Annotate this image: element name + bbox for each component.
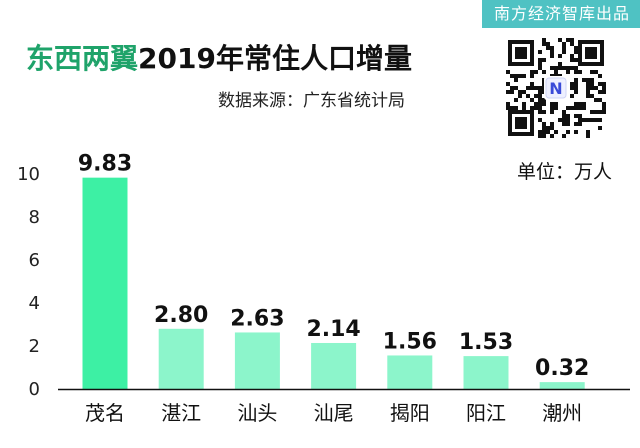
unit-label: 单位：万人 [516,161,612,183]
category-labels: 茂名 湛江 汕头 汕尾 揭阳 阳江 潮州 [85,401,582,425]
qr-code: N [504,36,608,140]
category-label: 湛江 [161,401,201,425]
category-label: 揭阳 [390,401,430,425]
bar-value-label: 2.63 [230,306,284,331]
category-label: 潮州 [542,401,582,425]
bar [234,332,280,389]
bar-value-label: 1.56 [383,329,437,354]
bar-value-label: 1.53 [459,330,513,355]
value-labels: 9.83 2.80 2.63 2.14 1.56 1.53 0.32 [78,152,589,381]
y-tick-label: 0 [29,379,40,400]
title-highlight: 东西两翼 [26,42,139,75]
bar [158,328,204,389]
qr-finder-top-left [508,40,534,66]
bar-value-label: 0.32 [535,356,589,381]
y-tick-label: 8 [29,207,40,228]
chart-title: 东西两翼2019年常住人口增量 [26,42,412,76]
title-rest: 2019年常住人口增量 [138,42,412,75]
category-label: 汕头 [237,401,277,425]
bar-value-label: 2.80 [154,303,208,328]
data-source: 数据来源：广东省统计局 [218,91,405,111]
y-tick-label: 2 [29,336,40,357]
y-tick-label: 10 [17,164,40,185]
bar [82,177,128,389]
category-label: 汕尾 [314,401,354,425]
y-tick-label: 6 [29,250,40,271]
bar [463,356,509,389]
bar [387,355,433,389]
bar [311,342,357,389]
bar-value-label: 2.14 [306,317,360,342]
category-label: 阳江 [466,401,506,425]
bar [539,382,585,389]
qr-finder-bottom-left [508,110,534,136]
y-tick-label: 4 [29,293,40,314]
bar-value-label: 9.83 [78,152,132,177]
y-axis-ticks: 0 2 4 6 8 10 [17,164,40,400]
qr-badge-logo: N [549,79,562,98]
brand-text: 南方经济智库出品 [493,4,630,23]
qr-finder-top-right [578,40,604,66]
category-label: 茂名 [85,401,125,425]
brand-tag: 南方经济智库出品 [481,0,640,28]
bars [82,177,585,389]
